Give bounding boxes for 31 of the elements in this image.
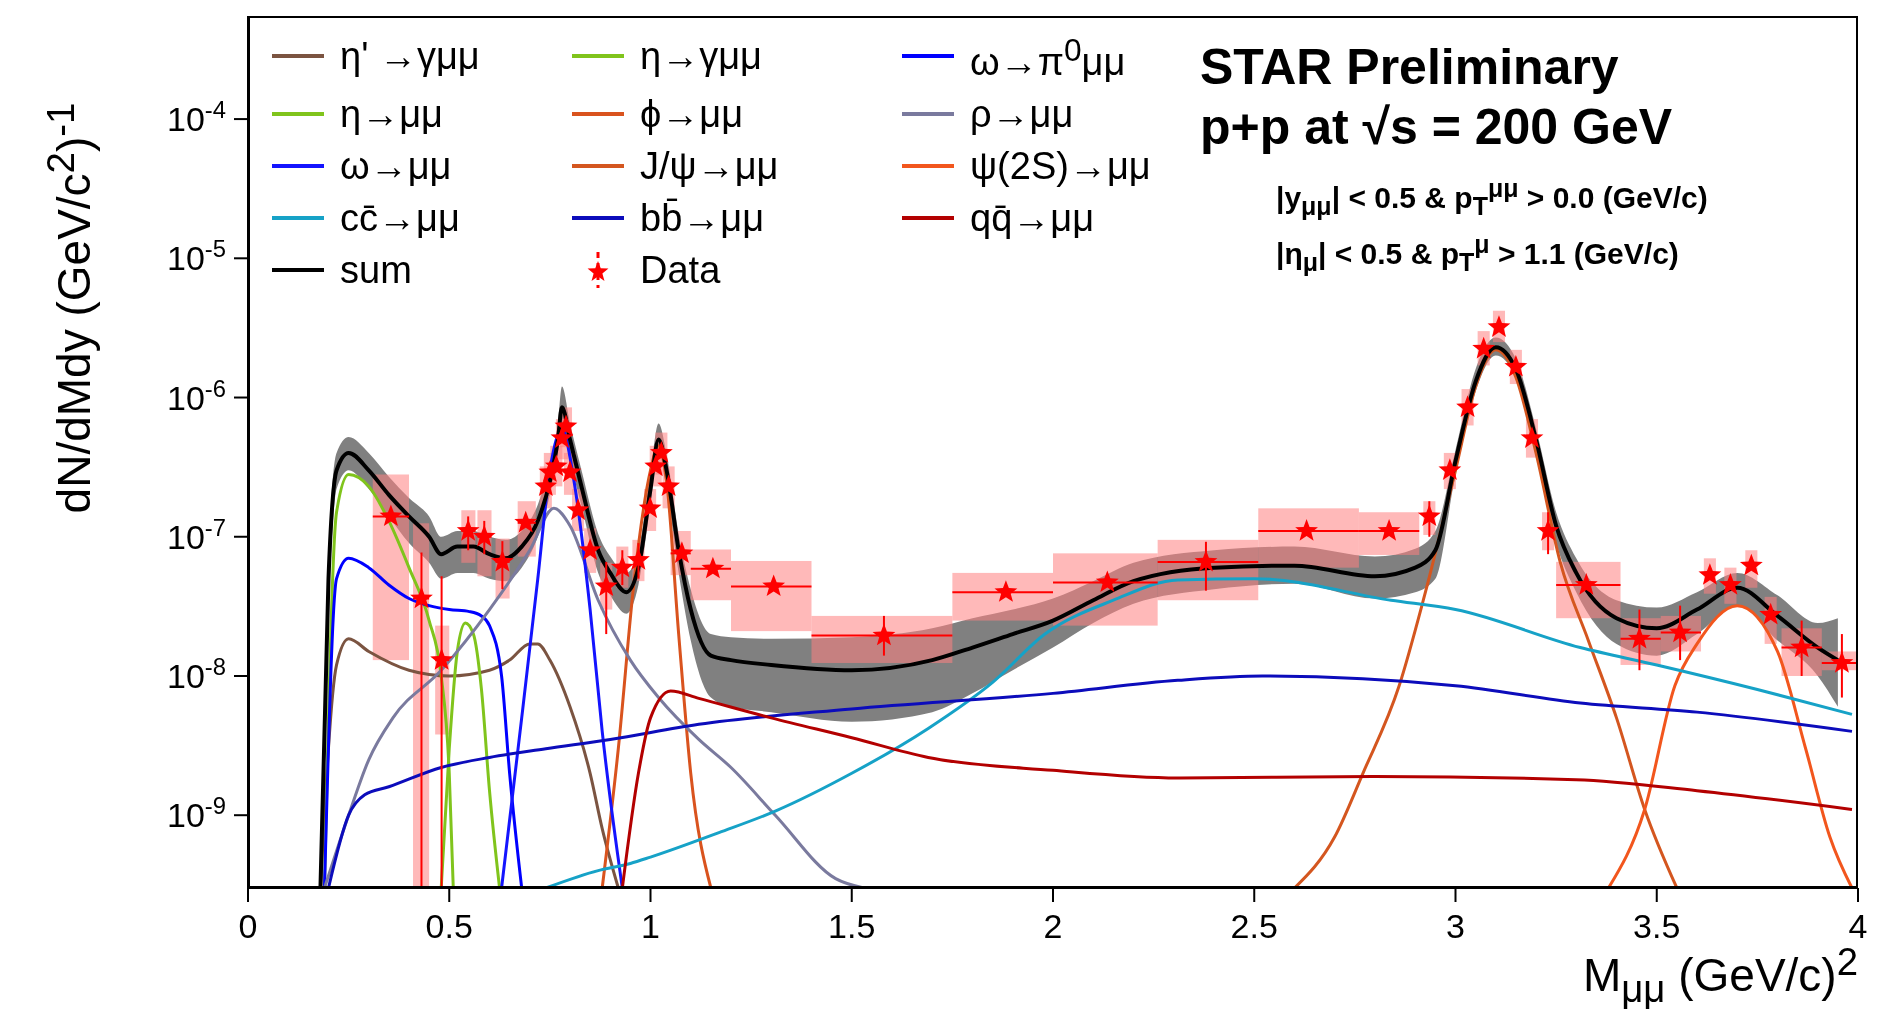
- legend-label: ψ(2S)→μμ: [970, 143, 1151, 188]
- legend-label: J/ψ→μμ: [640, 143, 779, 188]
- x-tick-label: 3: [1446, 907, 1465, 945]
- legend-label: ϕ→μμ: [640, 91, 744, 136]
- legend-label: sum: [340, 247, 412, 292]
- x-tick-label: 0.5: [425, 907, 473, 945]
- legend-label: ρ→μμ: [970, 91, 1074, 136]
- legend-label: η→γμμ: [640, 33, 762, 78]
- y-tick-label: 10$^{-6}$: [167, 374, 226, 417]
- x-tick-label: 2: [1043, 907, 1063, 945]
- y-tick-label: 10$^{-8}$: [167, 652, 226, 695]
- x-tick-label: 2.5: [1230, 907, 1278, 945]
- y-tick-label: 10$^{-4}$: [167, 95, 226, 139]
- legend-label: η' →γμμ: [340, 33, 480, 78]
- y-tick-label: 10$^{-7}$: [167, 513, 226, 556]
- legend-label: η→μμ: [340, 91, 443, 136]
- annotation: |y$_{μμ}$| < 0.5 & p$_{T}$$^{μμ}$ > 0.0 (GeV/c): [1276, 174, 1708, 221]
- legend-label: cc̄→μμ: [340, 195, 460, 240]
- annotation: |η$_{μ}$| < 0.5 & p$_{T}$$^{μ}$ > 1.1 (GeV/c): [1276, 230, 1679, 277]
- x-tick-label: 0: [238, 907, 258, 945]
- x-tick-label: 1.5: [828, 907, 876, 945]
- x-tick-label: 1: [641, 907, 660, 945]
- y-tick-label: 10$^{-9}$: [167, 791, 226, 835]
- legend-label: qq̄→μμ: [970, 195, 1095, 240]
- annotation: p+p at √s = 200 GeV: [1200, 98, 1673, 156]
- legend-label: ω→π$^{0}$μμ: [970, 31, 1126, 84]
- legend-label: Data: [640, 247, 721, 292]
- y-tick-label: 10$^{-5}$: [167, 234, 226, 278]
- legend-label: bb̄→μμ: [640, 195, 765, 240]
- legend-label: ω→μμ: [340, 143, 452, 188]
- annotation: STAR Preliminary: [1200, 38, 1619, 96]
